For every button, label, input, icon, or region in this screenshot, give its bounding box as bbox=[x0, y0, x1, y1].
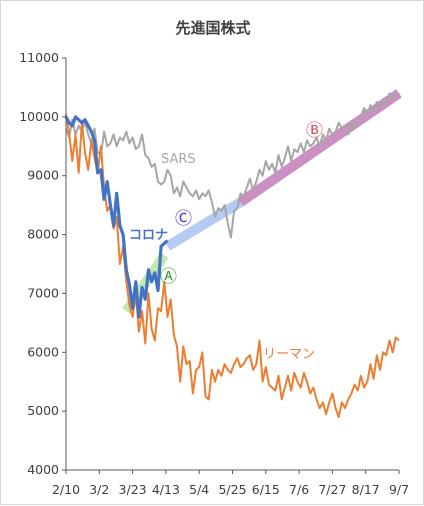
trend-band-2 bbox=[237, 89, 402, 207]
y-tick-label: 10000 bbox=[19, 109, 59, 124]
series-line-2 bbox=[64, 115, 169, 319]
x-tick-label: 8/17 bbox=[352, 482, 380, 497]
y-tick-label: 9000 bbox=[27, 168, 59, 183]
series-line-1 bbox=[65, 113, 400, 418]
label-trend-a: Ⓐ bbox=[160, 267, 177, 287]
trend-band-1 bbox=[164, 197, 244, 251]
y-tick-label: 7000 bbox=[27, 285, 59, 300]
x-tick-label: 5/4 bbox=[189, 482, 209, 497]
label-trend-b: Ⓑ bbox=[306, 121, 323, 141]
label-trend-c: Ⓒ bbox=[175, 209, 192, 229]
y-tick-label: 6000 bbox=[27, 344, 59, 359]
y-tick-label: 4000 bbox=[27, 462, 59, 477]
x-tick-label: 2/10 bbox=[52, 482, 80, 497]
label-lehman: リーマン bbox=[263, 347, 315, 362]
chart-title: 先進国株式 bbox=[175, 19, 250, 37]
y-tick-label: 5000 bbox=[27, 403, 59, 418]
x-tick-label: 3/23 bbox=[119, 482, 147, 497]
y-tick-label: 8000 bbox=[27, 227, 59, 242]
x-tick-label: 7/6 bbox=[289, 482, 309, 497]
x-tick-label: 4/13 bbox=[152, 482, 180, 497]
x-tick-label: 9/7 bbox=[389, 482, 409, 497]
y-tick-label: 11000 bbox=[19, 50, 59, 65]
x-tick-label: 5/25 bbox=[218, 482, 246, 497]
label-sars: SARS bbox=[161, 152, 196, 167]
x-tick-label: 7/27 bbox=[318, 482, 346, 497]
series-line-0 bbox=[65, 92, 400, 239]
label-corona: コロナ bbox=[129, 228, 168, 243]
x-tick-label: 6/15 bbox=[252, 482, 280, 497]
x-tick-label: 3/2 bbox=[89, 482, 109, 497]
